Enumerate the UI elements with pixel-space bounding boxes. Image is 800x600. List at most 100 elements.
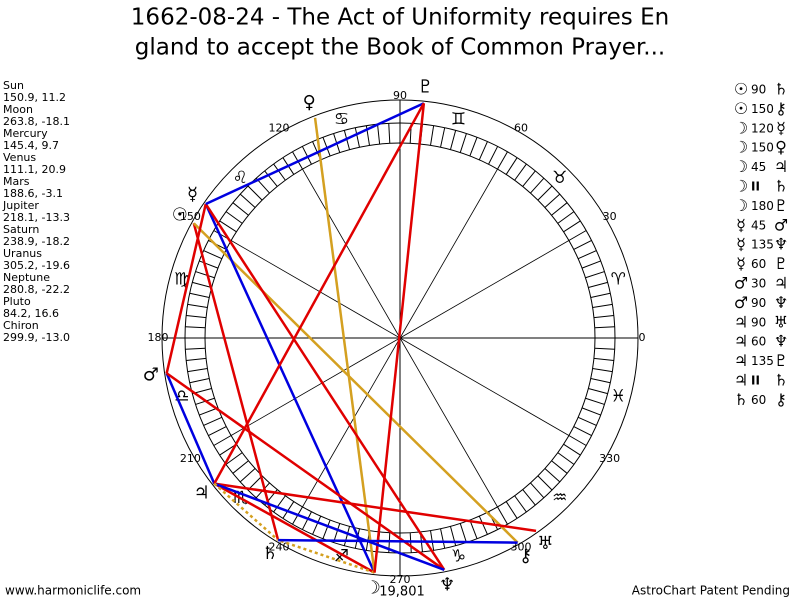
ring-tick [187, 303, 208, 308]
planet-position: 280.8, -22.2 [3, 283, 70, 296]
spoke [399, 168, 498, 339]
zodiac-sign: ♈ [611, 270, 626, 290]
ring-tick [577, 416, 597, 426]
ring-tick [488, 146, 499, 165]
ring-tick [563, 443, 581, 456]
planet-glyph: ☿ [187, 184, 198, 205]
ring-tick [537, 475, 553, 491]
ring-tick [537, 185, 553, 201]
zodiac-sign: ♍ [174, 270, 189, 290]
planet-name: Pluto [3, 295, 31, 308]
ring-tick [430, 125, 435, 146]
ring-tick [354, 127, 360, 148]
ring-tick [585, 397, 605, 405]
ring-tick [577, 250, 597, 260]
ring-tick [469, 137, 478, 157]
spoke [230, 337, 401, 436]
aspect-angle: 60 [751, 393, 766, 407]
aspect-planet: ☿ [736, 254, 746, 273]
ring-tick [239, 193, 256, 208]
planet-position: 299.9, -13.0 [3, 331, 70, 344]
planet-glyph: ♀ [303, 92, 316, 113]
planet-name: Sun [3, 79, 24, 92]
aspect-angle: 150 [751, 141, 774, 155]
planet-glyph: ♅ [537, 533, 553, 554]
aspect-line [277, 538, 375, 574]
planet-position: 238.9, -18.2 [3, 235, 70, 248]
aspect-angle: 45 [751, 160, 766, 174]
ring-tick [333, 523, 341, 543]
ring-tick [239, 468, 256, 483]
ring-tick [208, 426, 227, 437]
planet-name: Jupiter [2, 199, 39, 212]
aspect-angle: 150 [751, 102, 774, 116]
aspect-angle: 120 [751, 121, 774, 135]
ring-tick [199, 407, 219, 416]
ring-tick [449, 130, 457, 150]
ring-tick [264, 170, 278, 187]
ring-tick [301, 146, 312, 165]
ring-tick [195, 271, 215, 279]
ring-tick [530, 177, 545, 194]
ring-tick [459, 133, 467, 153]
aspect-line [213, 102, 425, 485]
ring-tick [557, 452, 575, 465]
aspect-line [313, 117, 376, 573]
spoke [399, 240, 570, 339]
aspect-line [204, 203, 446, 571]
ring-tick [593, 357, 614, 361]
degree-label: 240 [269, 541, 290, 554]
ring-tick [232, 202, 249, 216]
ring-tick [199, 260, 219, 269]
planet-name: Moon [3, 103, 33, 116]
ring-tick [581, 260, 601, 269]
aspect-planet: ☉ [734, 80, 748, 99]
aspect-line [165, 372, 216, 485]
aspect-line [278, 538, 518, 544]
planet-glyph: ♇ [417, 76, 433, 97]
aspect-planet: ☽ [734, 177, 748, 196]
aspect-planet: ♄ [774, 371, 788, 390]
aspect-planet: ⚷ [775, 390, 787, 409]
zodiac-sign: ♌ [233, 168, 248, 188]
ring-tick [551, 460, 568, 474]
degree-label: 210 [180, 452, 201, 465]
ring-tick [551, 202, 568, 216]
ring-tick [189, 378, 210, 384]
zodiac-sign: ♉ [552, 168, 567, 188]
ring-tick [514, 495, 527, 513]
ring-tick [192, 281, 212, 289]
ring-tick [377, 124, 381, 145]
aspect-planet: ☽ [734, 138, 748, 157]
aspect-line [165, 203, 207, 374]
bottom-number: 19,801 [379, 585, 425, 600]
planet-position: 305.2, -19.6 [3, 259, 70, 272]
aspect-planet: ♃ [774, 157, 788, 176]
ring-tick [592, 368, 613, 373]
aspect-angle: 60 [751, 335, 766, 349]
planet-position: 218.1, -13.3 [3, 211, 70, 224]
planet-position: 84.2, 16.6 [3, 307, 59, 320]
zodiac-sign: ♋ [334, 110, 349, 130]
aspect-planet: ♄ [774, 177, 788, 196]
planet-glyph: ♄ [262, 543, 278, 564]
footer-left: www.harmoniclife.com [5, 584, 141, 598]
planet-name: Venus [3, 151, 36, 164]
ring-tick [497, 506, 508, 525]
aspect-planet: ☿ [776, 118, 786, 137]
aspect-angle: 135 [751, 354, 774, 368]
ring-tick [409, 532, 412, 553]
aspect-planet: ☽ [734, 196, 748, 215]
planet-glyph: ♂ [143, 365, 159, 386]
aspect-planet: ♇ [774, 351, 788, 370]
ring-tick [568, 230, 587, 241]
aspect-planet: ♂ [734, 293, 748, 312]
planet-name: Neptune [3, 271, 50, 284]
spoke [302, 337, 401, 508]
aspect-planet: ♂ [734, 274, 748, 293]
ring-tick [282, 501, 295, 519]
aspect-angle: 135 [751, 238, 774, 252]
ring-tick [573, 239, 592, 250]
ring-tick [187, 368, 208, 373]
zodiac-sign: ♒ [552, 488, 567, 508]
